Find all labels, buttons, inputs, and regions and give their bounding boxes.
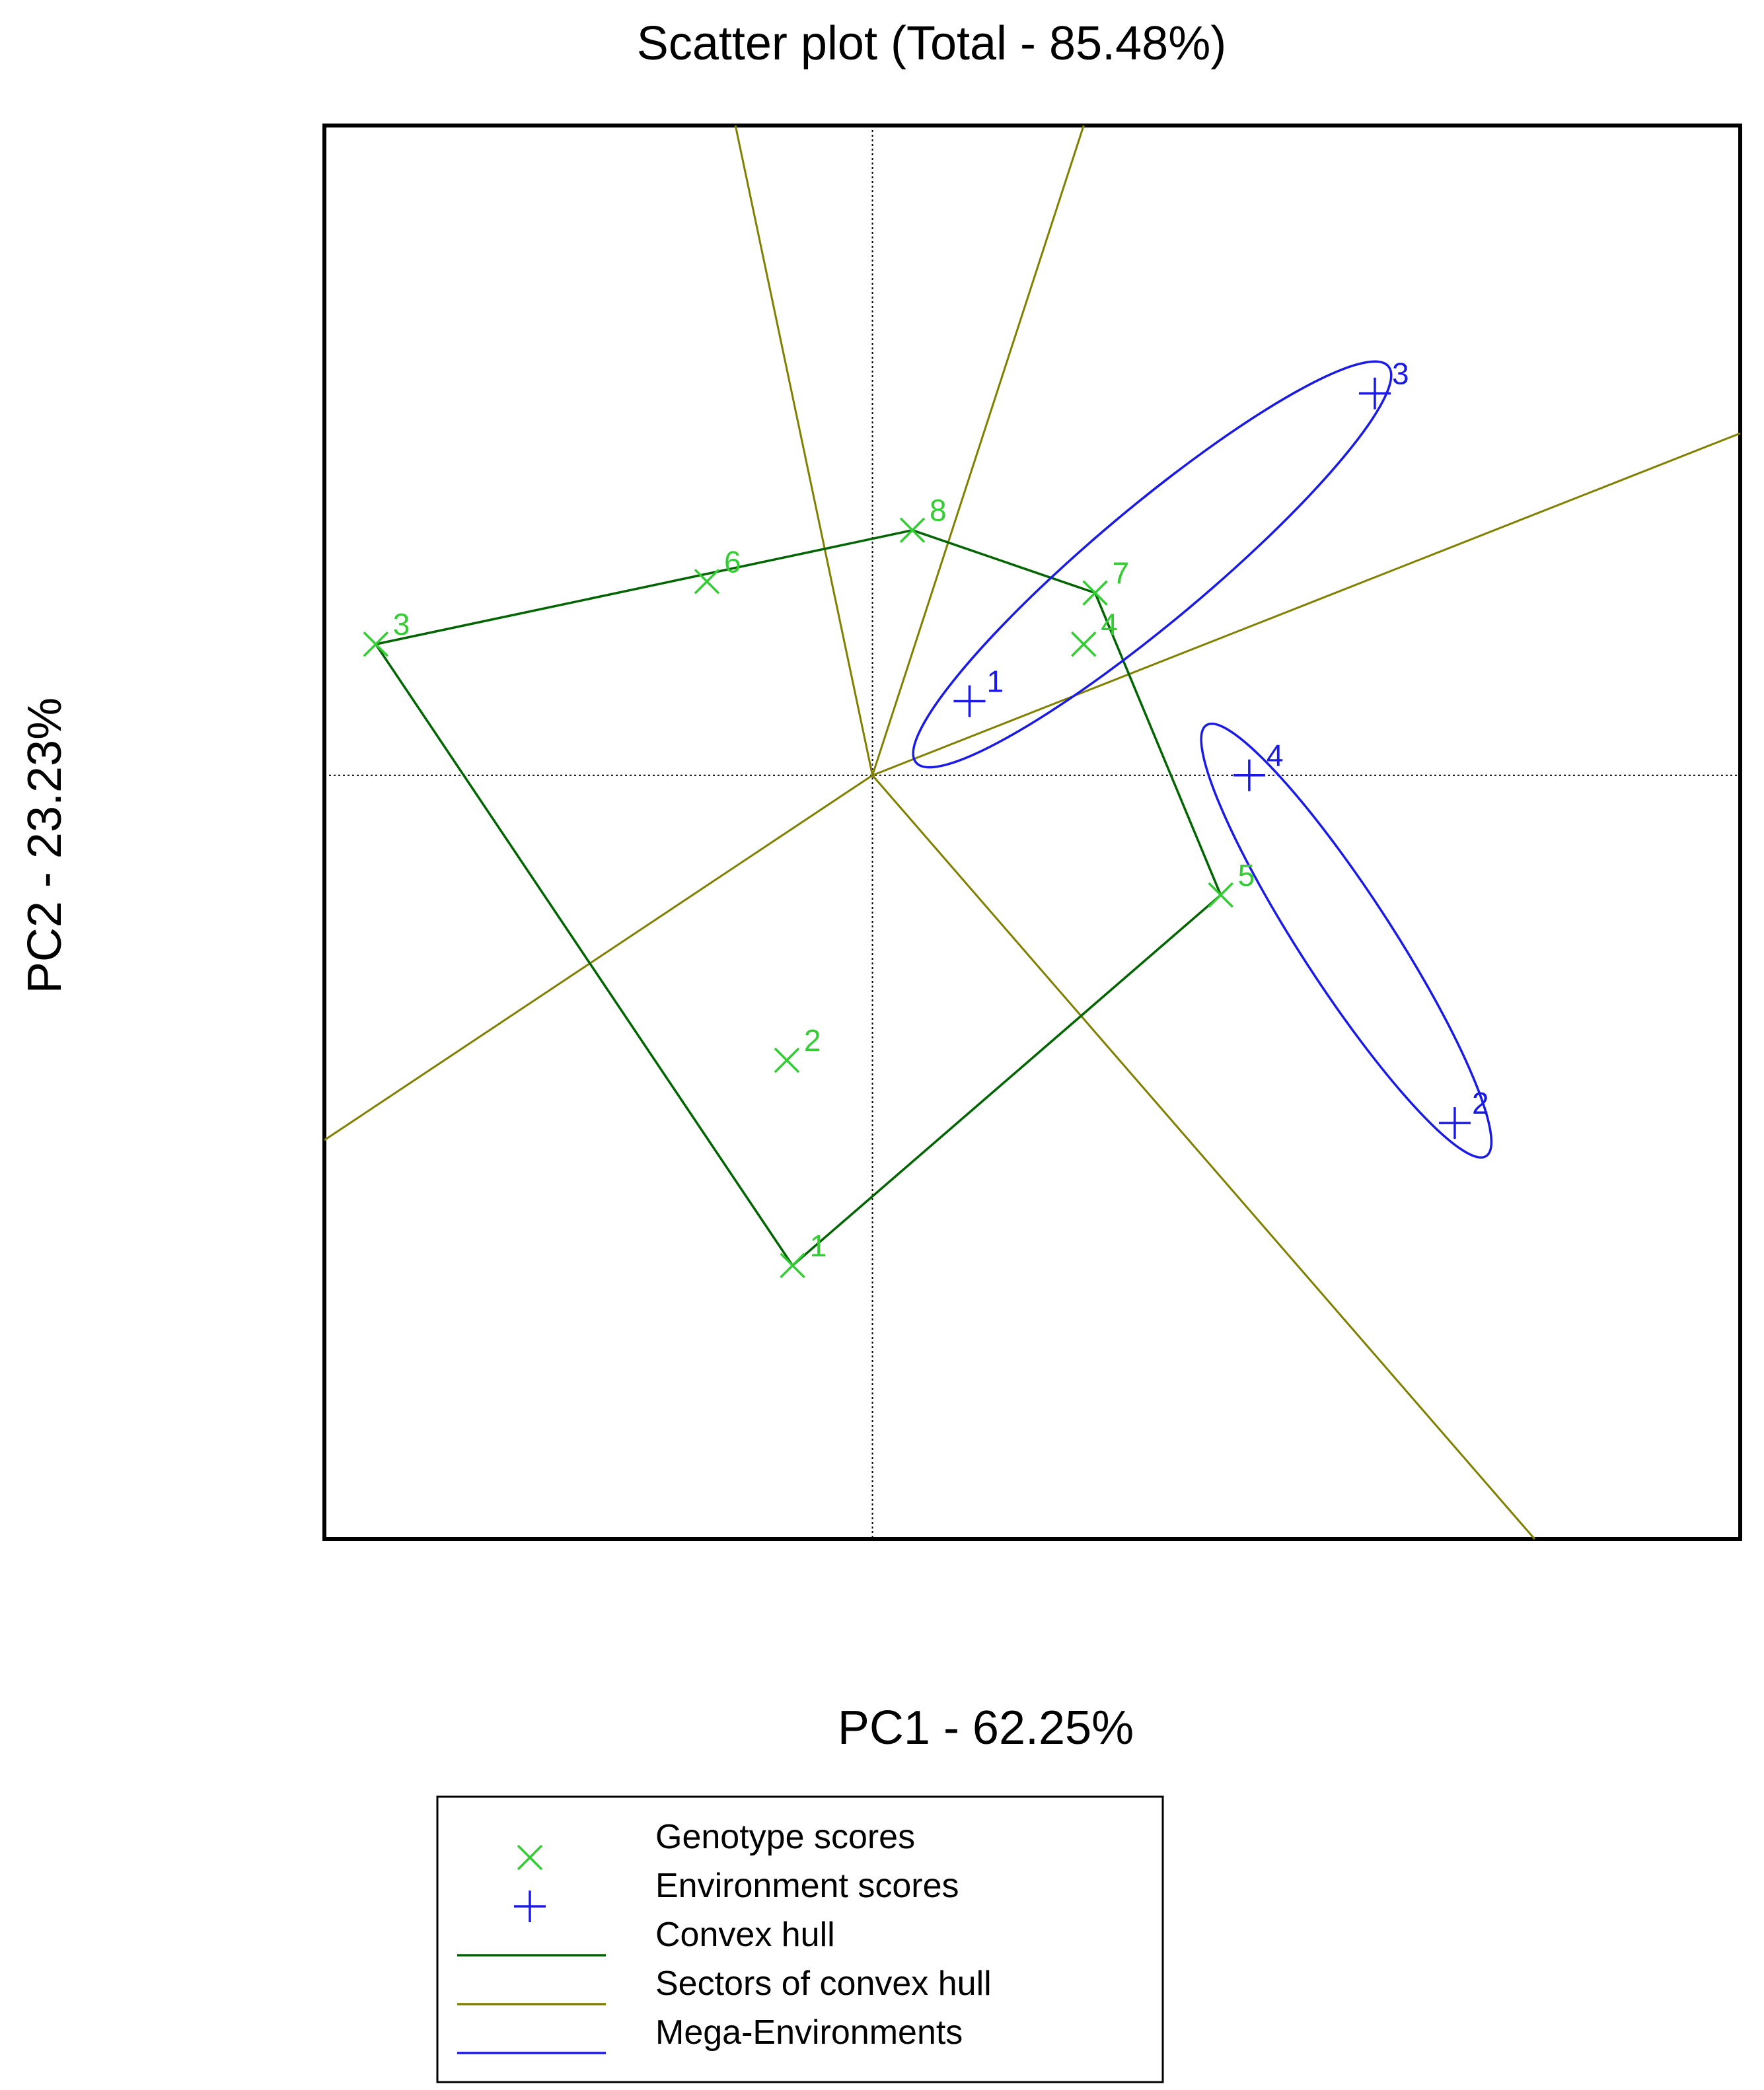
environment-marker-1 [953, 685, 986, 717]
environment-point-1: 1 [953, 665, 1004, 717]
legend-environment-symbol [514, 1891, 546, 1922]
genotype-marker-6 [694, 569, 720, 595]
genotype-label-8: 8 [930, 493, 947, 528]
sector-line-1 [734, 125, 874, 776]
legend-label-2: Environment scores [655, 1867, 959, 1905]
legend-label-1: Genotype scores [655, 1818, 915, 1856]
genotype-label-1: 1 [810, 1229, 827, 1263]
legend-item-3: Convex hull [457, 1916, 835, 1957]
genotype-label-3: 3 [393, 607, 410, 641]
genotype-point-8: 8 [899, 493, 947, 543]
legend-items: Genotype scores Environment scores Convex … [457, 1818, 992, 2054]
genotype-label-4: 4 [1101, 607, 1118, 641]
sector-line-2 [871, 125, 1085, 776]
mega-environment-ellipse-1 [912, 360, 1393, 769]
legend: Genotype scores Environment scores Convex … [436, 1795, 1164, 2083]
environment-marker-4 [1233, 759, 1265, 791]
sector-line-4 [871, 774, 1536, 1540]
genotype-marker-4 [1071, 631, 1097, 657]
legend-label-4: Sectors of convex hull [655, 1964, 992, 2003]
legend-label-5: Mega-Environments [655, 2013, 963, 2052]
chart-title: Scatter plot (Total - 85.48%) [637, 17, 1226, 70]
genotype-point-1: 1 [780, 1229, 827, 1279]
convex-hull [373, 528, 1222, 1268]
y-axis-label: PC2 - 23.23% [18, 698, 71, 993]
environment-label-3: 3 [1392, 357, 1409, 391]
genotype-marker-2 [774, 1047, 800, 1073]
genotype-marker-3 [363, 631, 389, 657]
genotype-label-7: 7 [1113, 556, 1130, 591]
genotype-point-2: 2 [774, 1023, 821, 1073]
genotype-marker-5 [1208, 882, 1233, 908]
genotype-point-3: 3 [363, 607, 410, 657]
plot-frame [322, 124, 1742, 1541]
environment-label-4: 4 [1267, 739, 1284, 773]
environment-point-4: 4 [1233, 739, 1284, 791]
mega-environment-ellipses [912, 360, 1493, 1159]
environment-label-1: 1 [986, 665, 1004, 699]
legend-item-2: Environment scores [514, 1867, 959, 1922]
mega-environment-ellipse-2 [1200, 722, 1493, 1159]
legend-item-1: Genotype scores [517, 1818, 915, 1871]
legend-item-5: Mega-Environments [457, 2013, 963, 2054]
genotype-point-6: 6 [694, 544, 741, 595]
sector-line-5 [324, 774, 873, 1141]
plot-area: 1 2 3 4 5 6 7 8 1 2 3 4 [322, 124, 1742, 1541]
environment-point-3: 3 [1358, 357, 1409, 410]
sector-lines [324, 125, 1741, 1540]
score-points: 1 2 3 4 5 6 7 8 1 2 3 4 [363, 357, 1489, 1279]
genotype-marker-7 [1082, 580, 1108, 606]
genotype-point-5: 5 [1208, 858, 1255, 908]
genotype-marker-1 [780, 1252, 805, 1279]
genotype-label-2: 2 [804, 1023, 821, 1058]
x-axis-label: PC1 - 62.25% [838, 1702, 1134, 1754]
genotype-label-5: 5 [1238, 858, 1255, 892]
genotype-marker-8 [899, 517, 926, 543]
legend-item-4: Sectors of convex hull [457, 1964, 992, 2005]
environment-label-2: 2 [1472, 1086, 1489, 1120]
legend-genotype-symbol [517, 1844, 543, 1871]
sector-line-3 [871, 432, 1741, 777]
convex-hull-polygon [373, 528, 1222, 1268]
legend-label-3: Convex hull [655, 1916, 835, 1954]
environment-point-2: 2 [1438, 1086, 1489, 1139]
environment-marker-2 [1438, 1107, 1471, 1139]
genotype-point-4: 4 [1071, 607, 1118, 657]
environment-marker-3 [1358, 377, 1391, 410]
reference-lines [324, 126, 1740, 1539]
genotype-label-6: 6 [724, 544, 741, 579]
legend-box [436, 1795, 1164, 2083]
genotype-point-7: 7 [1082, 556, 1130, 606]
